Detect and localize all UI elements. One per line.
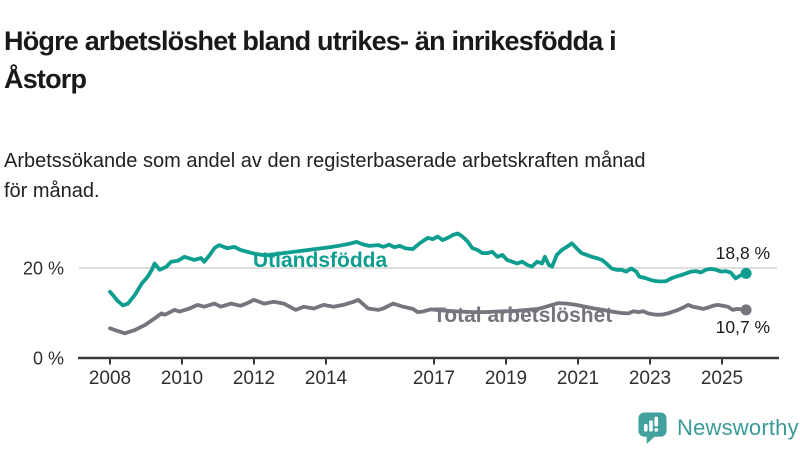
series-label-utlandsfodda: Utlandsfödda: [253, 249, 387, 272]
series-end-dot-total-arbetsloshet: [740, 304, 752, 316]
x-tick-label: 2021: [557, 368, 599, 389]
newsworthy-icon: [638, 412, 667, 444]
newsworthy-logo: Newsworthy: [637, 411, 799, 445]
x-tick-label: 2025: [701, 368, 743, 389]
x-tick-label: 2008: [89, 368, 131, 389]
exclamation-bar: [654, 416, 659, 427]
series-line-total-arbetsloshet: [108, 297, 748, 336]
bar-tall: [649, 420, 653, 432]
x-tick-label: 2019: [485, 368, 527, 389]
x-tick-label: 2017: [413, 368, 455, 389]
series-label-total-arbetsloshet: Total arbetslöshet: [433, 304, 612, 327]
series-end-dot-utlandsfodda: [740, 267, 752, 279]
chart-title: Högre arbetslöshet bland utrikes- än inr…: [4, 26, 617, 95]
bar-short: [643, 423, 648, 432]
newsworthy-wordmark: Newsworthy: [677, 415, 799, 440]
chart-subtitle: Arbetssökande som andel av den registerb…: [4, 150, 646, 202]
series-end-value-total-arbetsloshet: 10,7 %: [716, 317, 770, 337]
x-tick-label: 2023: [629, 368, 671, 389]
y-tick-label: 0 %: [33, 349, 64, 369]
x-tick-label: 2010: [161, 368, 203, 389]
x-tick-label: 2012: [233, 368, 275, 389]
x-tick-label: 2014: [305, 368, 348, 389]
y-tick-label: 20 %: [23, 259, 64, 279]
series-line-utlandsfodda: [108, 231, 748, 308]
exclamation-dot: [654, 428, 659, 432]
series-end-value-utlandsfodda: 18,8 %: [716, 243, 770, 263]
